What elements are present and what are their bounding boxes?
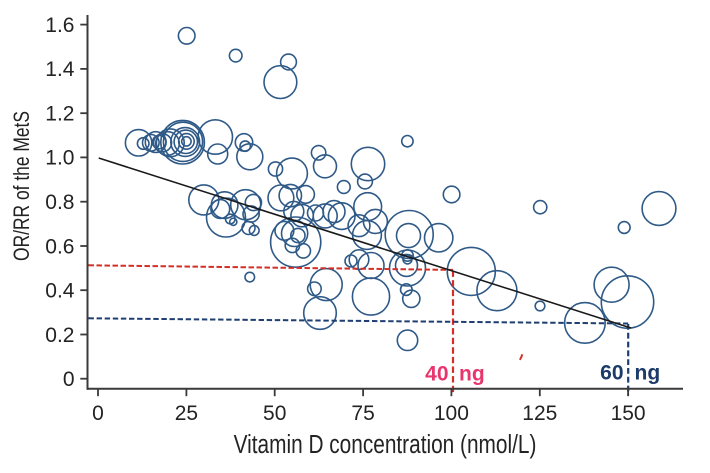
svg-text:OR/RR of the MetS: OR/RR of the MetS (10, 111, 34, 261)
svg-text:ng: ng (635, 361, 661, 384)
svg-text:75: 75 (351, 402, 374, 425)
svg-text:125: 125 (522, 402, 557, 425)
svg-text:1.6: 1.6 (45, 14, 74, 37)
svg-text:0: 0 (92, 402, 104, 425)
svg-text:0: 0 (63, 368, 75, 391)
svg-text:ng: ng (459, 362, 485, 385)
svg-text:0.2: 0.2 (45, 324, 74, 347)
svg-text:40: 40 (425, 362, 448, 385)
svg-text:50: 50 (263, 402, 286, 425)
svg-text:1.2: 1.2 (45, 103, 74, 126)
svg-text:25: 25 (175, 402, 198, 425)
svg-text:0.8: 0.8 (45, 191, 74, 214)
svg-text:150: 150 (611, 402, 646, 425)
svg-text:100: 100 (434, 402, 469, 425)
svg-text:0.6: 0.6 (45, 235, 74, 258)
svg-text:1.0: 1.0 (45, 147, 74, 170)
svg-text:0.4: 0.4 (45, 280, 75, 303)
svg-text:1.4: 1.4 (45, 58, 75, 81)
svg-text:Vitamin D concentration (nmol/: Vitamin D concentration (nmol/L) (234, 430, 537, 459)
svg-text:60: 60 (600, 361, 623, 384)
